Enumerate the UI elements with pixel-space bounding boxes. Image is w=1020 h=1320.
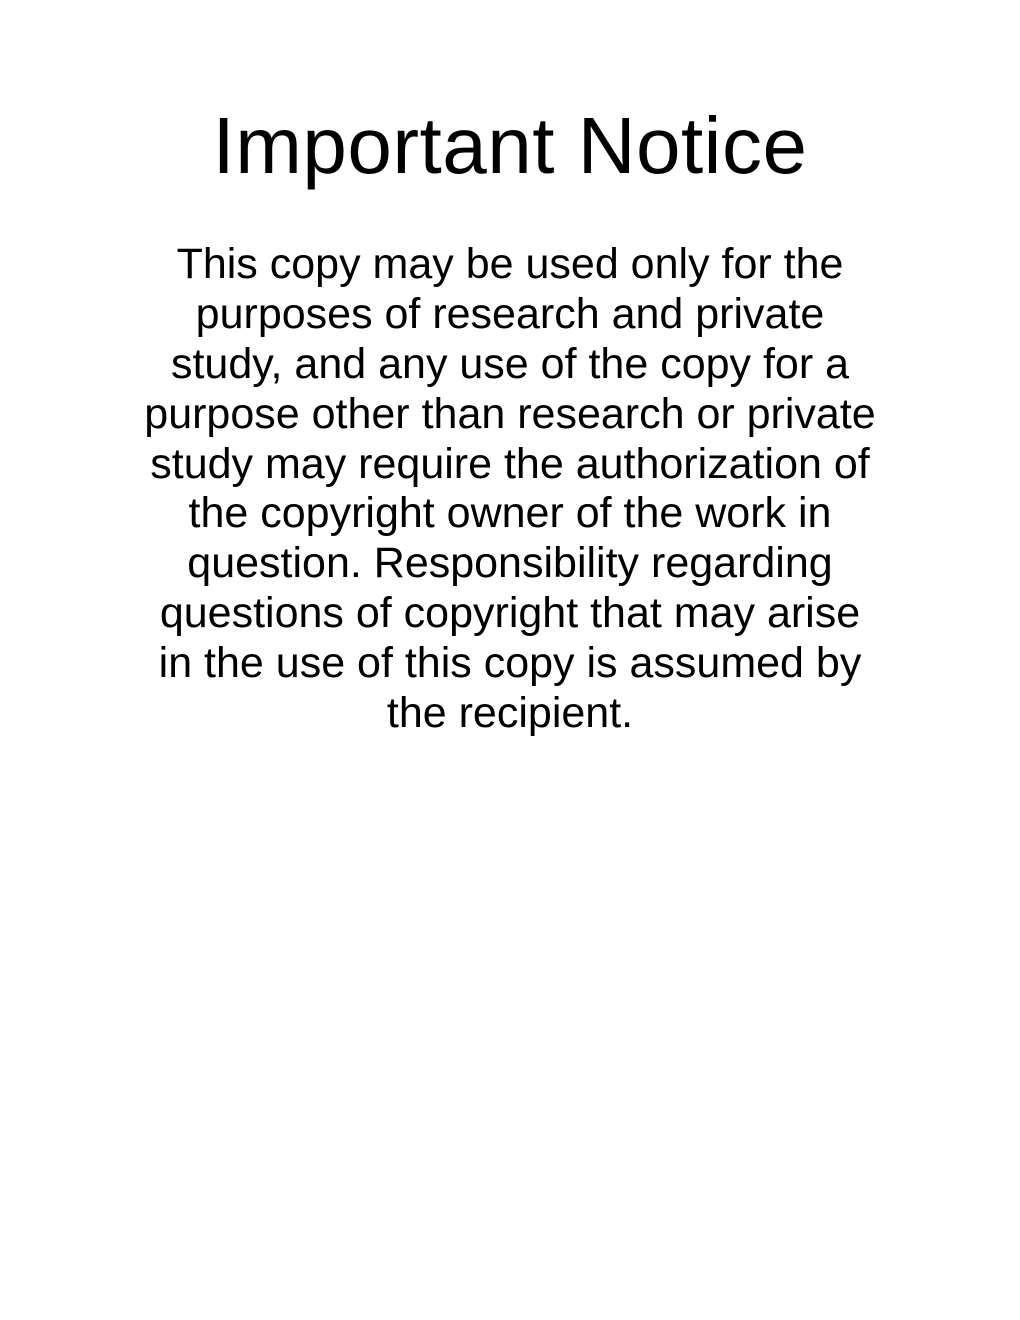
notice-page: Important Notice This copy may be used o… [0,0,1020,1320]
notice-title: Important Notice [120,100,900,192]
notice-body: This copy may be used only for the purpo… [120,240,900,739]
